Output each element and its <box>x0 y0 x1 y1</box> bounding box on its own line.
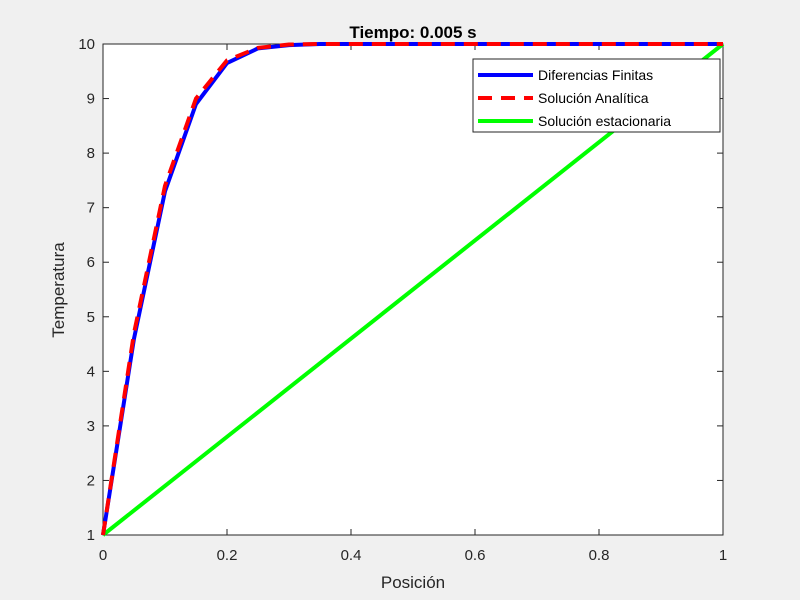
legend-label-2: Solución estacionaria <box>538 113 671 129</box>
x-axis-label: Posición <box>381 573 445 592</box>
y-tick-label: 5 <box>87 309 95 326</box>
chart-title: Tiempo: 0.005 s <box>349 23 476 42</box>
legend-label-1: Solución Analítica <box>538 90 649 106</box>
y-tick-label: 2 <box>87 472 95 489</box>
series-line-1 <box>101 42 723 536</box>
x-tick-label: 0.4 <box>341 547 362 564</box>
axis-ticks: 0 0.2 0.4 0.6 0.8 1 1 2 3 4 5 6 7 8 9 10 <box>78 36 727 564</box>
y-axis-label: Temperatura <box>49 242 68 338</box>
x-tick-label: 0 <box>99 547 107 564</box>
x-tick-label: 0.2 <box>217 547 238 564</box>
y-tick-label: 8 <box>87 145 95 162</box>
x-tick-label: 0.8 <box>589 547 610 564</box>
y-tick-label: 3 <box>87 418 95 435</box>
x-tick-label: 1 <box>719 547 727 564</box>
y-tick-label: 10 <box>78 36 95 53</box>
y-tick-label: 1 <box>87 527 95 544</box>
y-tick-label: 9 <box>87 91 95 108</box>
legend: Diferencias Finitas Solución Analítica S… <box>472 58 721 133</box>
y-tick-label: 6 <box>87 254 95 271</box>
y-tick-label: 7 <box>87 200 95 217</box>
legend-label-0: Diferencias Finitas <box>538 67 653 83</box>
y-tick-label: 4 <box>87 363 95 380</box>
x-tick-label: 0.6 <box>465 547 486 564</box>
series-line-0 <box>101 42 723 536</box>
